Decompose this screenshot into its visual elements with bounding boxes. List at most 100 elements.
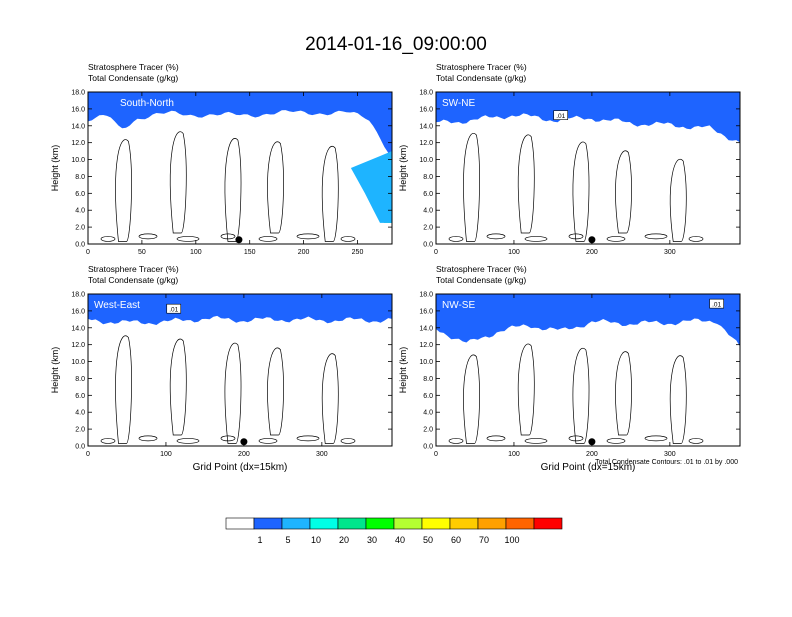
condensate-contour <box>606 236 626 242</box>
y-axis-label: Height (km) <box>50 347 60 394</box>
y-tick-label: 12.0 <box>419 342 433 349</box>
panel-title-line2: Total Condensate (g/kg) <box>436 275 526 285</box>
condensate-contour <box>115 139 132 242</box>
colorbar-swatch <box>365 517 395 530</box>
panel-title-line2: Total Condensate (g/kg) <box>436 73 526 83</box>
panel-title-line1: Stratosphere Tracer (%) <box>88 62 179 72</box>
colorbar-label: 60 <box>451 535 461 545</box>
condensate-contour <box>669 355 687 444</box>
y-tick-label: 12.0 <box>71 342 85 349</box>
condensate-contour <box>517 343 535 436</box>
y-tick-label: 2.0 <box>75 427 85 434</box>
condensate-contour <box>296 435 320 442</box>
plot-frame <box>87 293 393 447</box>
y-tick-label: 8.0 <box>75 376 85 383</box>
x-tick-label: 200 <box>586 451 598 458</box>
condensate-contour <box>321 353 339 444</box>
colorbar-swatch <box>337 517 367 530</box>
panel-title-line1: Stratosphere Tracer (%) <box>436 62 527 72</box>
x-tick-label: 0 <box>434 451 438 458</box>
y-tick-label: 14.0 <box>419 123 433 130</box>
condensate-contour <box>572 347 590 444</box>
colorbar-swatch <box>449 517 479 530</box>
contour-label: .01 <box>712 302 721 309</box>
condensate-contour <box>448 438 464 444</box>
colorbar-swatch <box>225 517 255 530</box>
condensate-contour <box>267 141 284 234</box>
condensate-contour <box>169 131 187 234</box>
x-tick-label: 100 <box>190 249 202 256</box>
tracer-field <box>88 92 392 242</box>
x-axis-label: Grid Point (dx=15km) <box>541 462 636 473</box>
condensate-contour <box>524 236 548 242</box>
panel-label: SW-NE <box>442 98 475 109</box>
tracer-band <box>436 92 740 143</box>
y-tick-label: 14.0 <box>71 123 85 130</box>
y-tick-label: 6.0 <box>423 393 433 400</box>
contour-label-box <box>553 110 569 120</box>
condensate-contour <box>615 150 632 234</box>
panel-3: .01 West-East Stratosphere Tracer (%)Total… <box>50 264 393 473</box>
condensate-contour <box>138 233 158 240</box>
y-tick-label: 4.0 <box>423 208 433 215</box>
y-tick-label: 0.0 <box>75 242 85 249</box>
location-marker <box>235 236 243 244</box>
colorbar-swatch <box>421 517 451 530</box>
x-tick-label: 0 <box>86 249 90 256</box>
colorbar-swatch <box>477 517 507 530</box>
condensate-contour <box>220 435 236 442</box>
panel-label: South-North <box>120 98 174 109</box>
colorbar-swatch <box>533 517 563 530</box>
location-marker <box>588 438 596 446</box>
y-axis-label: Height (km) <box>398 145 408 192</box>
contour-note: Total Condensate Contours: .01 to .01 by… <box>595 459 738 466</box>
condensate-contour <box>486 435 506 442</box>
x-tick-label: 200 <box>298 249 310 256</box>
condensate-contour <box>644 233 668 240</box>
location-marker <box>588 236 596 244</box>
y-tick-label: 18.0 <box>419 90 433 97</box>
x-tick-label: 100 <box>160 451 172 458</box>
y-tick-label: 2.0 <box>423 225 433 232</box>
condensate-contour <box>321 146 339 242</box>
y-tick-label: 12.0 <box>71 140 85 147</box>
y-tick-label: 0.0 <box>75 444 85 451</box>
plot-frame <box>87 91 393 245</box>
condensate-contour <box>669 158 687 242</box>
condensate-contours <box>100 335 356 444</box>
condensate-contour <box>224 138 242 242</box>
condensate-contour <box>572 141 590 242</box>
y-tick-label: 2.0 <box>423 427 433 434</box>
condensate-contours <box>448 133 704 242</box>
tracer-field: .01 <box>88 294 392 444</box>
x-tick-label: 250 <box>352 249 364 256</box>
condensate-contour <box>606 438 626 444</box>
colorbar-swatch <box>253 517 283 530</box>
plot-frame <box>435 293 741 447</box>
x-tick-label: 300 <box>664 451 676 458</box>
y-tick-label: 16.0 <box>71 308 85 315</box>
y-tick-label: 8.0 <box>423 376 433 383</box>
condensate-contour <box>448 236 464 242</box>
colorbar-label: 10 <box>311 535 321 545</box>
colorbar-swatch <box>393 517 423 530</box>
condensate-contour <box>296 233 320 240</box>
colorbar: 1 5 10 20 30 40 50 60 70 100 <box>225 517 563 545</box>
condensate-contour <box>220 233 236 240</box>
colorbar-label: 30 <box>367 535 377 545</box>
x-tick-label: 100 <box>508 249 520 256</box>
colorbar-swatch <box>309 517 339 530</box>
panel-1: South-North Stratosphere Tracer (%)Total … <box>50 62 393 256</box>
y-tick-label: 16.0 <box>419 106 433 113</box>
y-tick-label: 6.0 <box>75 393 85 400</box>
x-tick-label: 300 <box>664 249 676 256</box>
y-tick-label: 0.0 <box>423 242 433 249</box>
colorbar-label: 50 <box>423 535 433 545</box>
y-tick-label: 18.0 <box>419 292 433 299</box>
y-axis-label: Height (km) <box>398 347 408 394</box>
panel-2: .01 SW-NE Stratosphere Tracer (%)Total Con… <box>398 62 741 256</box>
contour-label: .01 <box>169 307 178 314</box>
contour-label-box <box>709 298 724 309</box>
